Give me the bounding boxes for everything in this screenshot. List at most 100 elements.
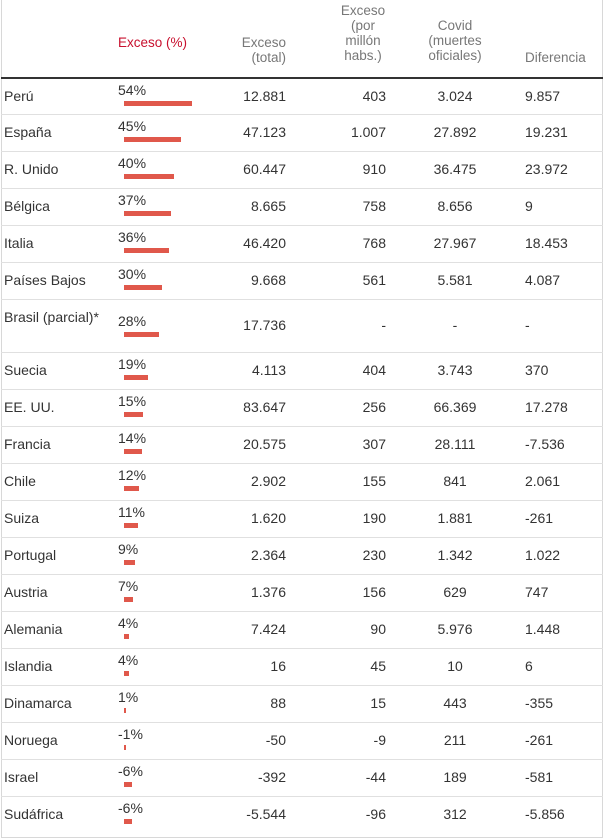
excess-pct-label: 4% [118,615,139,631]
excess-per-million-value: 1.007 [350,124,386,140]
excess-pct-label: 30% [118,266,147,282]
excess-pct-bar [124,174,175,179]
excess-total-value: 20.575 [243,436,286,452]
excess-per-million-value: 155 [362,473,386,489]
excess-pct-label: 15% [118,393,147,409]
covid-official-value: 629 [443,584,467,600]
excess-total-value: 12.881 [243,88,286,104]
excess-total-value: 47.123 [243,124,286,140]
header-excess-total: Exceso (total) [241,35,286,65]
difference-value: 19.231 [525,124,568,140]
row-divider [1,151,603,152]
country-name: Bélgica [4,198,50,214]
country-name: Sudáfrica [4,806,64,822]
excess-total-value: 1.620 [250,510,286,526]
excess-total-value: 8.665 [250,198,286,214]
excess-pct-label: 1% [118,689,139,705]
excess-pct-label: 36% [118,229,147,245]
difference-value: 747 [525,584,549,600]
header-difference: Diferencia [525,50,586,65]
excess-total-value: 1.376 [250,584,286,600]
covid-official-value: 27.967 [433,235,477,251]
row-divider [1,299,603,300]
covid-official-value: 841 [443,473,467,489]
difference-value: 9.857 [525,88,561,104]
covid-official-value: 27.892 [433,124,477,140]
row-divider [1,796,603,797]
excess-total-value: 88 [270,695,286,711]
country-name: Suiza [4,510,40,526]
difference-value: 17.278 [525,399,568,415]
excess-total-value: 46.420 [243,235,286,251]
country-name: España [4,124,52,140]
excess-pct-bar [124,449,142,454]
difference-value: -5.856 [525,806,565,822]
country-name: Austria [4,584,48,600]
covid-official-value: 3.024 [437,88,473,104]
row-divider [1,722,603,723]
excess-per-million-value: 561 [362,272,386,288]
excess-total-value: 17.736 [243,317,286,333]
covid-official-value: 66.369 [433,399,477,415]
row-divider [1,262,603,263]
excess-pct-label: 19% [118,356,147,372]
country-name: Portugal [4,547,57,563]
excess-per-million-value: 15 [370,695,386,711]
excess-pct-label: 40% [118,155,147,171]
country-name: R. Unido [4,161,59,177]
covid-official-value: 1.881 [437,510,473,526]
difference-value: -7.536 [525,436,565,452]
difference-value: -261 [525,732,554,748]
header-covid-official: Covid (muertes oficiales) [428,18,482,63]
excess-per-million-value: 910 [362,161,386,177]
excess-total-value: -5.544 [246,806,286,822]
country-name: Brasil (parcial)* [4,309,99,325]
covid-official-value: 10 [447,658,463,674]
row-divider [1,611,603,612]
excess-pct-label: 45% [118,118,147,134]
excess-per-million-value: -96 [365,806,386,822]
covid-official-value: 5.976 [437,621,473,637]
excess-pct-bar [124,523,138,528]
country-name: Perú [4,88,34,104]
difference-value: 1.022 [525,547,561,563]
excess-total-value: 9.668 [250,272,286,288]
excess-total-value: 4.113 [252,362,286,378]
difference-value: 4.087 [525,272,561,288]
excess-total-value: -392 [257,769,286,785]
difference-value: 9 [525,198,533,214]
row-divider [1,537,603,538]
header-rule [1,77,603,79]
covid-official-value: - [452,317,458,333]
excess-pct-label: -6% [118,800,143,816]
country-name: Países Bajos [4,272,86,288]
difference-value: -261 [525,510,554,526]
country-name: Francia [4,436,51,452]
excess-total-value: 7.424 [250,621,286,637]
excess-pct-label: 54% [118,82,147,98]
excess-pct-bar [124,486,140,491]
covid-official-value: 36.475 [433,161,477,177]
covid-official-value: 189 [443,769,467,785]
difference-value: 6 [525,658,533,674]
difference-value: 1.448 [525,621,561,637]
excess-pct-bar [124,671,130,676]
excess-pct-bar [124,101,192,106]
excess-per-million-value: 307 [362,436,386,452]
country-name: Dinamarca [4,695,72,711]
row-divider [1,685,603,686]
excess-pct-label: 9% [118,541,139,557]
excess-per-million-value: 230 [362,547,386,563]
row-divider [1,500,603,501]
excess-total-value: 60.447 [243,161,286,177]
excess-per-million-value: -44 [365,769,386,785]
excess-total-value: 16 [270,658,286,674]
covid-official-value: 8.656 [437,198,473,214]
covid-official-value: 5.581 [437,272,473,288]
row-divider [1,426,603,427]
excess-pct-bar [124,285,162,290]
excess-pct-bar [124,412,143,417]
excess-pct-label: 14% [118,430,147,446]
difference-value: 23.972 [525,161,568,177]
excess-pct-bar [124,248,170,253]
